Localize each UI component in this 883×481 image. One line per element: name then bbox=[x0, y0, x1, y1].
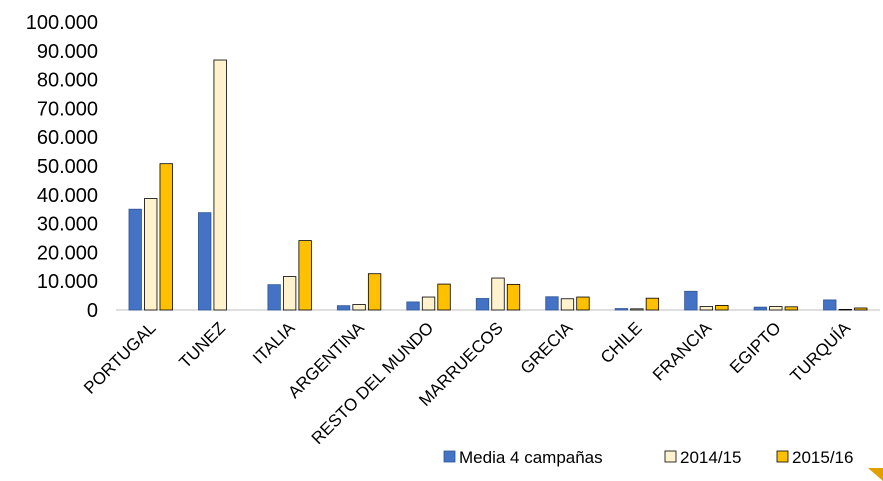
bar bbox=[437, 283, 451, 311]
category-label: FRANCIA bbox=[649, 318, 716, 385]
bar bbox=[715, 304, 729, 311]
bar bbox=[684, 290, 698, 311]
y-tick-label: 30.000 bbox=[37, 214, 98, 236]
category-label: RESTO DEL MUNDO bbox=[308, 318, 438, 448]
bar bbox=[282, 276, 297, 311]
legend-swatch bbox=[776, 450, 789, 463]
bar bbox=[352, 304, 366, 311]
y-tick-label: 50.000 bbox=[37, 156, 98, 178]
bar bbox=[128, 208, 142, 311]
legend-label: 2014/15 bbox=[680, 448, 741, 467]
y-tick-label: 100.000 bbox=[26, 12, 98, 34]
bar bbox=[699, 306, 714, 311]
bar bbox=[838, 309, 852, 311]
category-label: ITALIA bbox=[249, 318, 299, 368]
bar bbox=[198, 212, 212, 311]
y-tick-label: 90.000 bbox=[37, 41, 98, 63]
bar bbox=[560, 298, 575, 311]
bar bbox=[769, 306, 783, 311]
bar bbox=[576, 296, 590, 311]
bar bbox=[367, 273, 382, 311]
bar bbox=[406, 301, 420, 311]
y-tick-label: 20.000 bbox=[37, 242, 98, 264]
bar bbox=[336, 305, 351, 311]
y-tick-label: 80.000 bbox=[37, 70, 98, 92]
legend-label: Media 4 campañas bbox=[459, 448, 603, 467]
y-tick-label: 10.000 bbox=[37, 271, 98, 293]
bar bbox=[645, 297, 660, 311]
y-axis-ticks: 0 10.000 20.000 30.000 40.000 50.000 60.000 70.… bbox=[26, 12, 98, 322]
category-label: TUNEZ bbox=[176, 318, 230, 372]
legend-label: 2015/16 bbox=[792, 448, 853, 467]
legend-swatch bbox=[443, 450, 456, 463]
bar bbox=[506, 283, 521, 311]
y-tick-label: 0 bbox=[87, 300, 98, 322]
category-label: EGIPTO bbox=[726, 318, 785, 377]
legend: Media 4 campañas 2014/15 2015/16 bbox=[443, 448, 853, 467]
bars bbox=[128, 59, 868, 311]
bar bbox=[213, 59, 227, 311]
bar bbox=[614, 308, 629, 311]
legend-swatch bbox=[664, 450, 677, 463]
bar bbox=[854, 307, 868, 311]
bar bbox=[545, 296, 559, 311]
bar bbox=[753, 306, 767, 311]
bar bbox=[144, 198, 158, 311]
bar bbox=[823, 299, 837, 311]
y-tick-label: 60.000 bbox=[37, 127, 98, 149]
bar bbox=[298, 240, 312, 311]
bar bbox=[421, 296, 436, 311]
resize-corner-icon[interactable] bbox=[868, 468, 883, 481]
bar bbox=[491, 277, 505, 311]
bar bbox=[475, 298, 490, 311]
category-label: PORTUGAL bbox=[80, 318, 159, 397]
bar bbox=[267, 284, 281, 311]
y-tick-label: 70.000 bbox=[37, 98, 98, 120]
bar bbox=[159, 163, 173, 311]
category-label: CHILE bbox=[597, 318, 646, 367]
category-label: GRECIA bbox=[517, 318, 577, 378]
category-label: TURQUÍA bbox=[787, 318, 855, 386]
y-tick-label: 40.000 bbox=[37, 185, 98, 207]
bar bbox=[630, 308, 644, 311]
bar bbox=[784, 306, 798, 311]
